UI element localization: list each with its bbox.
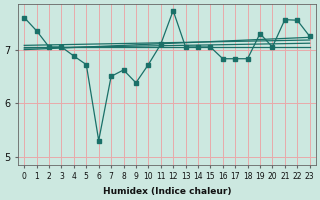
X-axis label: Humidex (Indice chaleur): Humidex (Indice chaleur) [103,187,231,196]
